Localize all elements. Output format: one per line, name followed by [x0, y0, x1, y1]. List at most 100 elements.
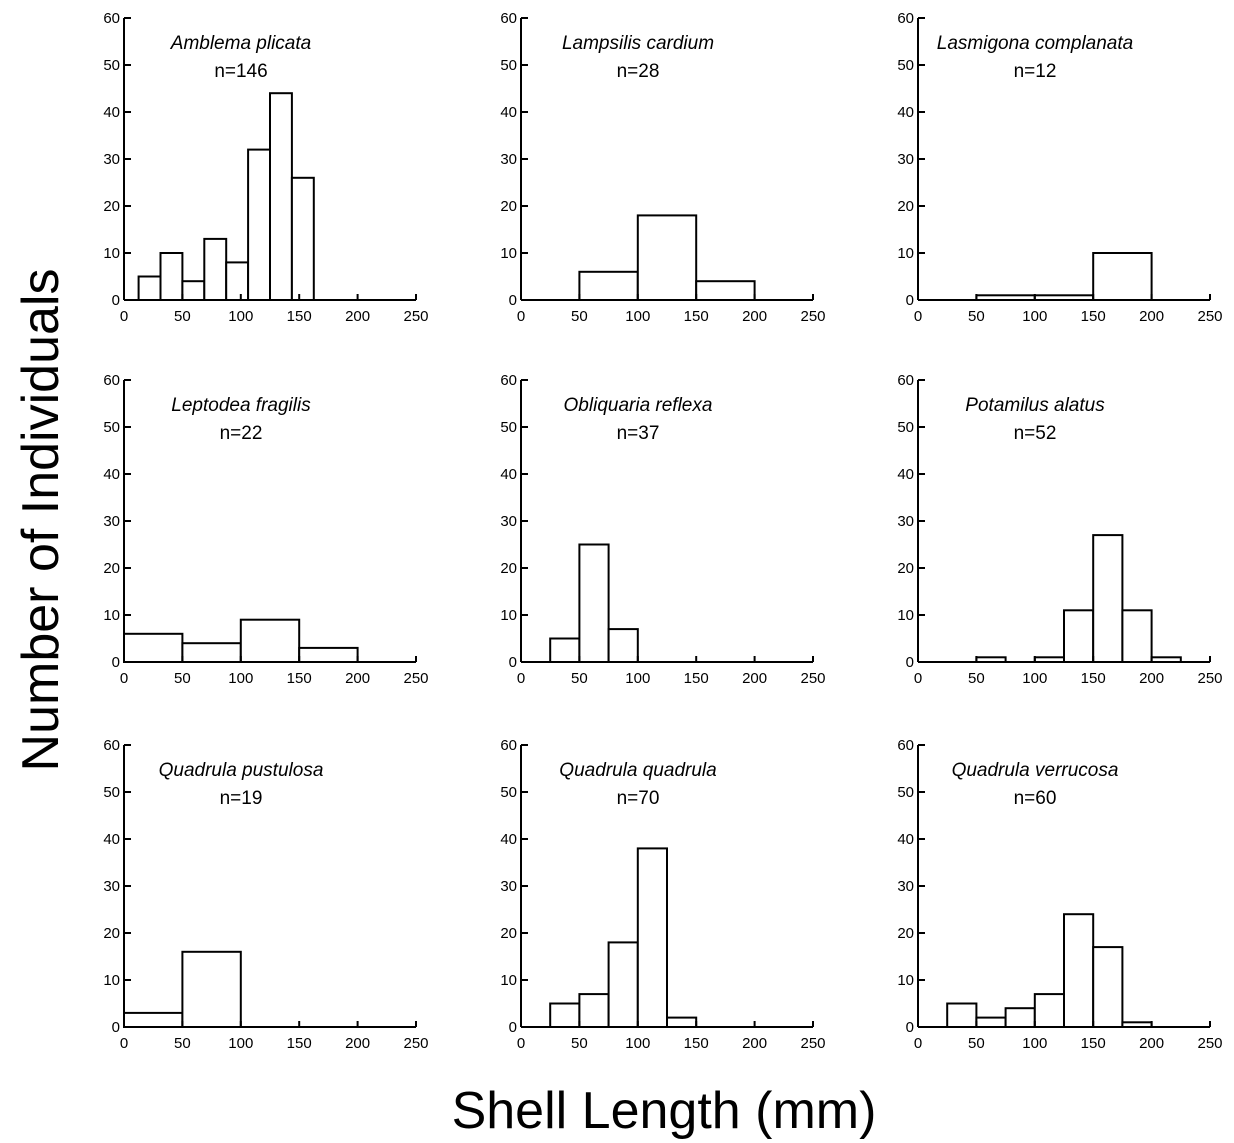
y-tick-label: 60: [500, 737, 517, 754]
histogram-panel: 0 10 20 30 40 50 60 0 50 100 150 200 250 Amblema plic…: [103, 10, 428, 325]
histogram-bar: [666, 1016, 698, 1028]
species-name: Lasmigona complanata: [937, 33, 1133, 54]
histogram-bar: [203, 237, 228, 301]
histogram-bar: [181, 950, 242, 1028]
histogram-bar: [1004, 1007, 1036, 1029]
histogram-bar: [578, 543, 610, 663]
y-tick-label: 10: [500, 972, 517, 989]
x-tick-label: 200: [742, 308, 767, 325]
x-tick-label: 0: [517, 308, 525, 325]
y-tick-label: 40: [897, 466, 914, 483]
x-tick-label: 150: [287, 1035, 312, 1052]
y-tick-label: 40: [897, 831, 914, 848]
y-tick-label: 0: [509, 1019, 517, 1036]
y-tick-label: 20: [897, 560, 914, 577]
histogram-bar: [636, 214, 698, 301]
y-tick-label: 40: [103, 831, 120, 848]
x-tick-label: 100: [228, 670, 253, 687]
x-tick-label: 250: [1197, 308, 1222, 325]
y-tick-label: 40: [500, 466, 517, 483]
species-name: Lampsilis cardium: [562, 33, 714, 54]
histogram-panel: 0 10 20 30 40 50 60 0 50 100 150 200 250 Quadrula pus…: [103, 737, 428, 1052]
y-tick-label: 40: [500, 831, 517, 848]
y-tick-label: 40: [103, 104, 120, 121]
y-tick-label: 10: [103, 245, 120, 262]
x-tick-label: 200: [742, 670, 767, 687]
y-tick-label: 50: [500, 57, 517, 74]
y-tick-label: 20: [103, 560, 120, 577]
y-tick-label: 50: [897, 784, 914, 801]
sample-size: n=37: [617, 423, 660, 444]
sample-size: n=60: [1014, 788, 1057, 809]
x-tick-label: 200: [345, 670, 370, 687]
x-tick-label: 0: [120, 670, 128, 687]
histogram-bar: [159, 252, 184, 301]
y-tick-label: 50: [897, 57, 914, 74]
histogram-panel: 0 10 20 30 40 50 60 0 50 100 150 200 250 Quadrula qua…: [500, 737, 825, 1052]
y-tick-label: 0: [509, 292, 517, 309]
y-tick-label: 50: [897, 419, 914, 436]
histogram-bar: [290, 176, 315, 301]
y-tick-label: 10: [500, 607, 517, 624]
y-tick-label: 0: [906, 654, 914, 671]
histogram-panel: 0 10 20 30 40 50 60 0 50 100 150 200 250 Obliquaria r…: [500, 372, 825, 687]
histogram-bar: [269, 92, 293, 301]
y-tick-label: 60: [103, 10, 120, 27]
x-axis-label: Shell Length (mm): [452, 1082, 877, 1140]
y-tick-label: 40: [897, 104, 914, 121]
x-tick-label: 150: [287, 670, 312, 687]
y-tick-label: 0: [112, 654, 120, 671]
y-tick-label: 20: [500, 560, 517, 577]
y-tick-label: 50: [500, 419, 517, 436]
x-tick-label: 100: [1022, 1035, 1047, 1052]
x-tick-label: 150: [1081, 1035, 1106, 1052]
y-tick-label: 0: [112, 1019, 120, 1036]
y-tick-label: 60: [500, 10, 517, 27]
y-tick-label: 0: [906, 292, 914, 309]
histogram-panel: 0 10 20 30 40 50 60 0 50 100 150 200 250 Quadrula ver…: [897, 737, 1222, 1052]
x-tick-label: 0: [517, 670, 525, 687]
y-tick-label: 60: [897, 737, 914, 754]
y-tick-label: 60: [103, 372, 120, 389]
y-tick-label: 30: [103, 878, 120, 895]
x-tick-label: 200: [345, 308, 370, 325]
x-tick-label: 50: [571, 308, 588, 325]
species-name: Quadrula verrucosa: [952, 760, 1119, 781]
x-tick-label: 100: [1022, 308, 1047, 325]
histogram-bar: [1092, 252, 1153, 301]
y-tick-label: 50: [500, 784, 517, 801]
x-tick-label: 150: [684, 670, 709, 687]
x-tick-label: 100: [1022, 670, 1047, 687]
x-tick-label: 150: [1081, 308, 1106, 325]
x-tick-label: 50: [968, 670, 985, 687]
histogram-panel: 0 10 20 30 40 50 60 0 50 100 150 200 250 Lasmigona co…: [897, 10, 1222, 325]
y-tick-label: 20: [897, 925, 914, 942]
histogram-bar: [578, 993, 610, 1028]
x-tick-label: 100: [625, 1035, 650, 1052]
x-tick-label: 200: [1139, 1035, 1164, 1052]
x-tick-label: 150: [287, 308, 312, 325]
histogram-bar: [607, 628, 639, 663]
y-tick-label: 60: [897, 10, 914, 27]
y-tick-label: 30: [103, 513, 120, 530]
y-tick-label: 50: [103, 419, 120, 436]
y-tick-label: 30: [103, 151, 120, 168]
x-tick-label: 250: [403, 1035, 428, 1052]
species-name: Amblema plicata: [170, 33, 311, 54]
sample-size: n=70: [617, 788, 660, 809]
x-tick-label: 250: [1197, 670, 1222, 687]
species-name: Leptodea fragilis: [171, 395, 311, 416]
x-tick-label: 250: [1197, 1035, 1222, 1052]
y-tick-label: 60: [500, 372, 517, 389]
histogram-bar: [247, 148, 272, 301]
y-tick-label: 10: [500, 245, 517, 262]
x-tick-label: 0: [120, 308, 128, 325]
histogram-bar: [695, 280, 756, 302]
y-tick-label: 50: [103, 57, 120, 74]
y-tick-label: 0: [906, 1019, 914, 1036]
y-tick-label: 60: [103, 737, 120, 754]
y-axis-label: Number of Individuals: [12, 269, 70, 772]
x-tick-label: 0: [914, 670, 922, 687]
sample-size: n=28: [617, 61, 660, 82]
